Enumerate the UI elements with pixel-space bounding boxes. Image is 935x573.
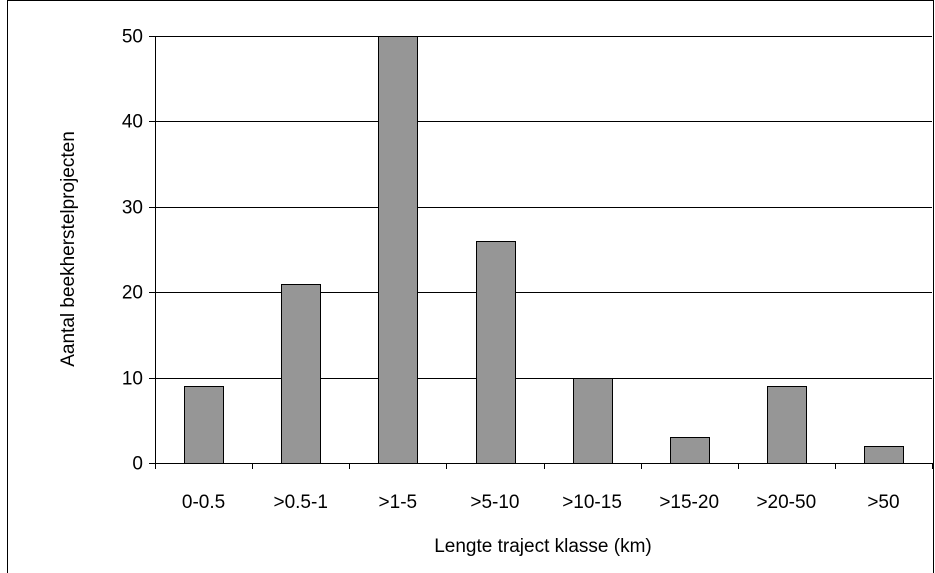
y-axis-title: Aantal beekherstelprojecten (58, 131, 79, 367)
bar (476, 241, 516, 464)
x-tick-label: >10-15 (562, 492, 622, 513)
chart-frame (7, 0, 934, 573)
x-axis-title: Lengte traject klasse (km) (434, 536, 652, 557)
axes (149, 36, 933, 469)
y-tick-label: 30 (122, 198, 143, 219)
y-tick-label: 40 (122, 112, 143, 133)
x-tick-label: >20-50 (756, 492, 816, 513)
y-tick-label: 10 (122, 369, 143, 390)
bar (184, 386, 224, 464)
x-tick-label: >5-10 (470, 492, 519, 513)
bar (670, 437, 710, 464)
x-tick-label: >50 (867, 492, 899, 513)
y-tick-label: 50 (122, 27, 143, 48)
x-tick-label: >15-20 (659, 492, 719, 513)
tick-labels: 0 10 20 30 40 50 0-0.5 >0.5-1 >1-5 >5-10 >10-15 >15… (122, 27, 900, 513)
bar (767, 386, 807, 464)
y-tick-label: 0 (132, 454, 143, 475)
x-tick-label: >1-5 (379, 492, 418, 513)
x-tick-label: 0-0.5 (182, 492, 225, 513)
y-tick-label: 20 (122, 283, 143, 304)
bar (573, 378, 613, 464)
bars (184, 36, 904, 464)
bar (864, 446, 904, 464)
bar (281, 284, 321, 464)
x-tick-label: >0.5-1 (273, 492, 327, 513)
bar (378, 36, 418, 464)
